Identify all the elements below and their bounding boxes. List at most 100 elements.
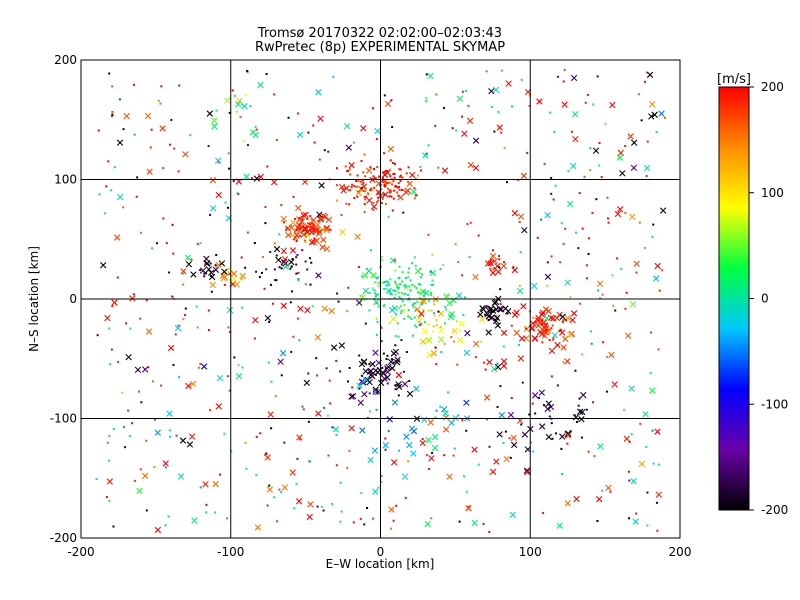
data-point-x: [330, 344, 338, 351]
data-point-dot: [199, 362, 202, 365]
data-point-x: [388, 306, 396, 314]
data-point-dot: [391, 183, 394, 186]
data-point-dot: [502, 345, 505, 348]
data-point-x: [348, 425, 355, 432]
data-point-x: [290, 219, 297, 226]
data-point-dot: [656, 529, 659, 532]
data-point-dot: [164, 466, 167, 469]
data-point-dot: [408, 316, 411, 319]
x-tick-label: -200: [67, 545, 94, 559]
data-point-dot: [310, 261, 313, 264]
data-point-dot: [327, 150, 330, 153]
x-axis-label: E–W location [km]: [326, 557, 435, 571]
data-point-dot: [178, 376, 181, 379]
data-point-dot: [591, 211, 594, 214]
data-point-dot: [592, 401, 595, 404]
data-point-x: [511, 266, 518, 274]
data-point-x: [141, 366, 149, 373]
data-point-x: [252, 316, 259, 324]
data-point-dot: [127, 409, 130, 412]
data-point-x: [401, 473, 409, 480]
data-point-dot: [355, 180, 358, 183]
data-point-x: [561, 101, 568, 108]
data-point-dot: [273, 93, 276, 96]
data-point-dot: [565, 319, 568, 322]
data-point-dot: [440, 351, 443, 354]
x-axis-ticks: -200 -100 0 100 200: [67, 545, 691, 559]
data-point-dot: [426, 292, 429, 295]
data-point-x: [493, 458, 500, 465]
data-point-dot: [297, 271, 300, 274]
data-point-dot: [399, 168, 402, 171]
data-point-dot: [400, 339, 403, 342]
data-point-x: [456, 95, 464, 102]
data-point-dot: [490, 309, 493, 312]
data-point-dot: [550, 255, 553, 258]
data-point-dot: [423, 320, 426, 323]
data-point-dot: [265, 452, 268, 455]
data-point-x: [424, 520, 431, 528]
data-point-dot: [244, 441, 247, 444]
data-point-dot: [422, 309, 425, 312]
data-point-dot: [415, 326, 418, 329]
data-point-dot: [253, 337, 256, 340]
data-point-x: [513, 329, 520, 336]
data-point-x: [177, 473, 185, 480]
data-point-dot: [411, 262, 414, 265]
data-point-x: [273, 245, 281, 253]
data-point-dot: [346, 466, 349, 469]
data-point-dot: [326, 414, 329, 417]
data-point-dot: [387, 290, 390, 293]
data-point-dot: [368, 309, 371, 312]
data-point-x: [314, 334, 322, 341]
data-point-x: [531, 334, 539, 342]
data-point-dot: [292, 335, 295, 338]
data-point-dot: [215, 254, 218, 257]
data-point-dot: [304, 239, 307, 242]
data-point-dot: [493, 302, 496, 305]
data-point-dot: [586, 93, 589, 96]
data-point-dot: [156, 242, 159, 245]
data-point-dot: [335, 359, 338, 362]
data-point-x: [314, 221, 321, 229]
data-point-dot: [537, 396, 540, 399]
data-point-dot: [367, 193, 370, 196]
data-point-dot: [395, 290, 398, 293]
data-point-dot: [167, 515, 170, 518]
data-point-dot: [390, 99, 393, 102]
data-point-dot: [306, 217, 309, 220]
data-point-dot: [587, 450, 590, 453]
data-point-dot: [372, 175, 375, 178]
data-point-dot: [439, 405, 442, 408]
data-point-dot: [550, 422, 553, 425]
data-point-x: [496, 124, 503, 131]
data-point-dot: [447, 391, 450, 394]
data-point-x: [573, 495, 580, 503]
data-point-x: [509, 511, 517, 518]
data-point-dot: [579, 302, 582, 305]
data-point-dot: [383, 287, 386, 290]
data-point-dot: [122, 128, 125, 131]
data-point-x: [625, 332, 632, 339]
data-point-dot: [532, 450, 535, 453]
data-point-x: [560, 344, 567, 351]
colorbar: [718, 86, 750, 511]
data-point-dot: [581, 227, 584, 230]
data-point-x: [648, 113, 655, 120]
data-point-dot: [624, 144, 627, 147]
data-point-dot: [520, 423, 523, 426]
data-point-dot: [375, 317, 378, 320]
data-point-x: [523, 467, 531, 474]
data-point-dot: [347, 170, 350, 173]
data-point-x: [431, 444, 439, 452]
data-point-dot: [430, 309, 433, 312]
data-point-dot: [356, 195, 359, 198]
data-point-x: [239, 272, 247, 280]
data-point-dot: [402, 284, 405, 287]
data-point-dot: [498, 258, 501, 261]
data-point-dot: [381, 197, 384, 200]
data-point-dot: [548, 111, 551, 114]
data-point-dot: [380, 202, 383, 205]
data-point-x: [616, 154, 624, 161]
data-point-dot: [232, 180, 235, 183]
